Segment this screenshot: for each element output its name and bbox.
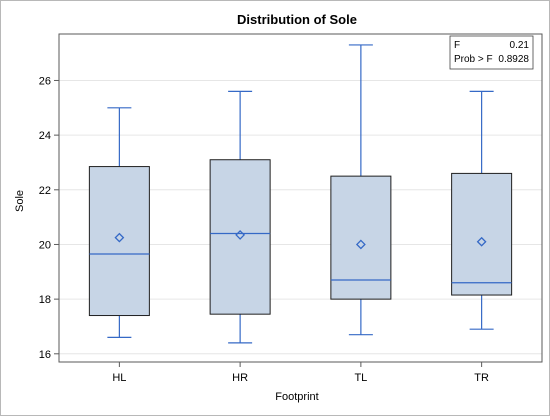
chart-title: Distribution of Sole — [237, 12, 357, 27]
x-axis-label: Footprint — [275, 391, 318, 403]
y-tick-label: 20 — [39, 239, 51, 251]
mean-marker — [114, 232, 125, 243]
stats-value: 0.8928 — [498, 54, 529, 65]
mean-marker — [355, 239, 366, 250]
stats-label: Prob > F — [454, 54, 493, 65]
x-tick-label: HR — [232, 372, 248, 384]
plot-border — [58, 33, 543, 363]
stats-value: 0.21 — [510, 40, 530, 51]
plot-area: 16 18 20 22 24 26 HL HR TL TR F 0.21 Prob > F 0.8928 — [39, 33, 543, 384]
y-tick-label: 24 — [39, 130, 51, 142]
y-tick-label: 26 — [39, 75, 51, 87]
y-tick-label: 16 — [39, 349, 51, 361]
y-tick-label: 22 — [39, 185, 51, 197]
box-iqr — [330, 175, 392, 300]
stats-label: F — [454, 40, 460, 51]
x-tick-label: HL — [112, 372, 126, 384]
box-iqr — [451, 172, 513, 296]
stats-inset-box — [449, 35, 534, 70]
y-axis-label: Sole — [14, 190, 26, 212]
box-iqr — [209, 159, 271, 315]
mean-marker — [476, 236, 487, 247]
x-tick-label: TR — [474, 372, 489, 384]
x-tick-label: TL — [354, 372, 367, 384]
y-tick-label: 18 — [39, 294, 51, 306]
mean-marker — [235, 229, 246, 240]
